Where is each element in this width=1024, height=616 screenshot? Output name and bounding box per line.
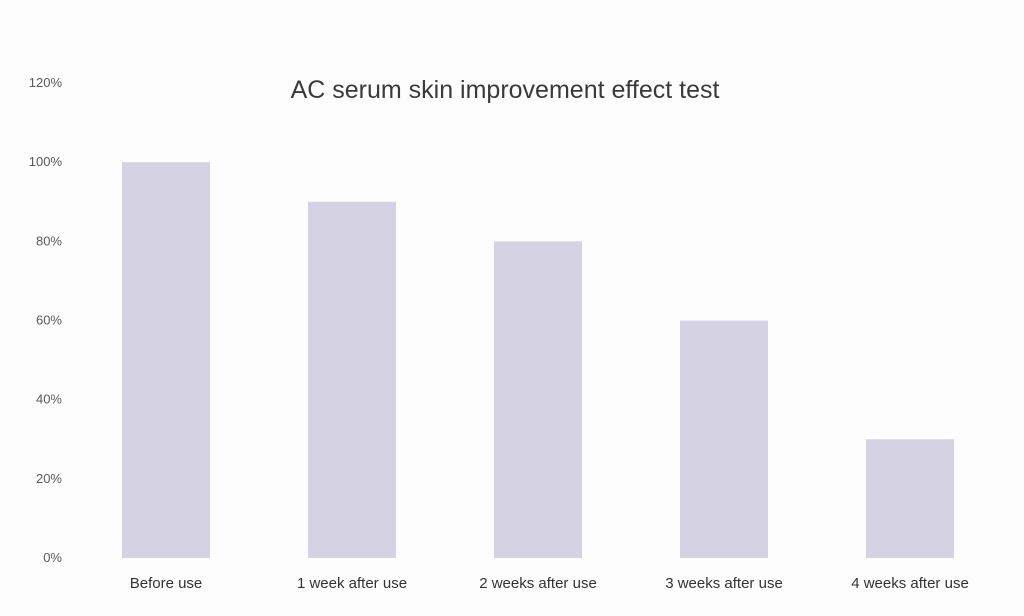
- y-axis-ticks: 0% 20% 40% 60% 80% 100% 120%: [29, 75, 63, 565]
- y-tick-label: 0%: [43, 550, 62, 565]
- chart-title: AC serum skin improvement effect test: [291, 76, 720, 104]
- bar: [308, 201, 396, 558]
- x-category-label: 4 weeks after use: [851, 575, 969, 592]
- bars: [122, 162, 954, 559]
- bar: [122, 162, 210, 558]
- y-tick-label: 80%: [36, 233, 62, 248]
- x-category-label: 2 weeks after use: [479, 575, 597, 592]
- bar: [680, 320, 768, 558]
- y-tick-label: 40%: [36, 392, 62, 407]
- x-axis-labels: Before use 1 week after use 2 weeks after …: [130, 575, 969, 592]
- x-category-label: Before use: [130, 575, 203, 592]
- y-tick-label: 60%: [36, 313, 62, 328]
- x-category-label: 1 week after use: [297, 575, 407, 592]
- y-tick-label: 120%: [29, 75, 63, 90]
- y-tick-label: 20%: [36, 471, 62, 486]
- bar: [866, 439, 954, 558]
- bar: [494, 241, 582, 559]
- y-tick-label: 100%: [29, 154, 63, 169]
- x-category-label: 3 weeks after use: [665, 575, 783, 592]
